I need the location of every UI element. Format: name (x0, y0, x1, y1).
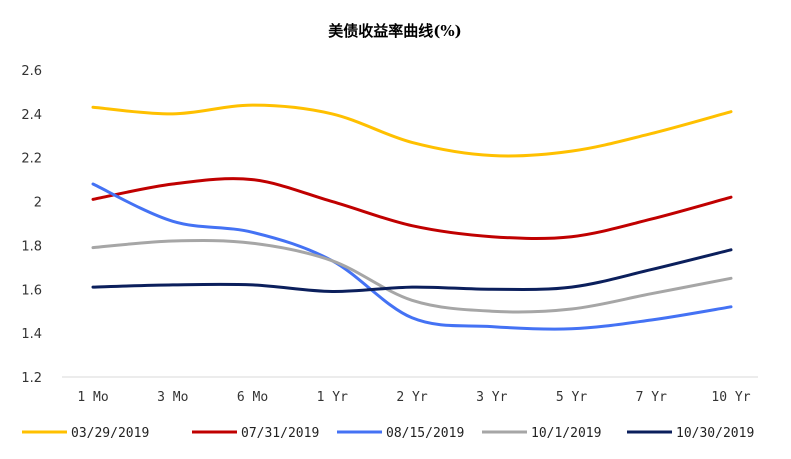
x-tick-label: 1 Mo (77, 390, 108, 405)
series-line-10-30-2019 (91, 248, 733, 294)
series-line-07-31-2019 (91, 177, 733, 240)
legend-label: 10/30/2019 (676, 426, 754, 441)
legend-label: 03/29/2019 (71, 426, 149, 441)
x-tick-label: 6 Mo (237, 390, 268, 405)
x-tick-label: 1 Yr (317, 390, 348, 405)
y-tick-label: 2 (34, 196, 42, 211)
x-tick-label: 7 Yr (636, 390, 667, 405)
y-axis: 1.2 1.4 1.6 1.8 2 2.2 2.4 2.6 (21, 64, 42, 386)
legend-label: 10/1/2019 (531, 426, 601, 441)
x-tick-label: 5 Yr (556, 390, 587, 405)
series-line-10-1-2019 (91, 239, 733, 314)
series-line-08-15-2019 (91, 182, 733, 331)
x-tick-label: 2 Yr (396, 390, 427, 405)
series-line-03-29-2019 (91, 103, 733, 158)
legend-label: 07/31/2019 (241, 426, 319, 441)
y-tick-label: 2.4 (21, 108, 42, 123)
y-tick-label: 1.4 (21, 327, 42, 342)
chart-title: 美债收益率曲线(%) (328, 22, 461, 40)
y-tick-label: 2.6 (21, 64, 42, 79)
legend: 03/29/2019 07/31/2019 08/15/2019 10/1/2019 1… (22, 426, 754, 441)
x-tick-label: 10 Yr (711, 390, 750, 405)
legend-label: 08/15/2019 (386, 426, 464, 441)
x-axis: 1 Mo 3 Mo 6 Mo 1 Yr 2 Yr 3 Yr 5 Yr 7 Yr 10 Yr (62, 376, 758, 405)
y-tick-label: 2.2 (21, 152, 42, 167)
y-tick-label: 1.6 (21, 283, 42, 298)
y-tick-label: 1.8 (21, 239, 42, 254)
x-tick-label: 3 Yr (476, 390, 507, 405)
series-layer (91, 103, 733, 331)
y-tick-label: 1.2 (21, 371, 42, 386)
x-tick-label: 3 Mo (157, 390, 188, 405)
